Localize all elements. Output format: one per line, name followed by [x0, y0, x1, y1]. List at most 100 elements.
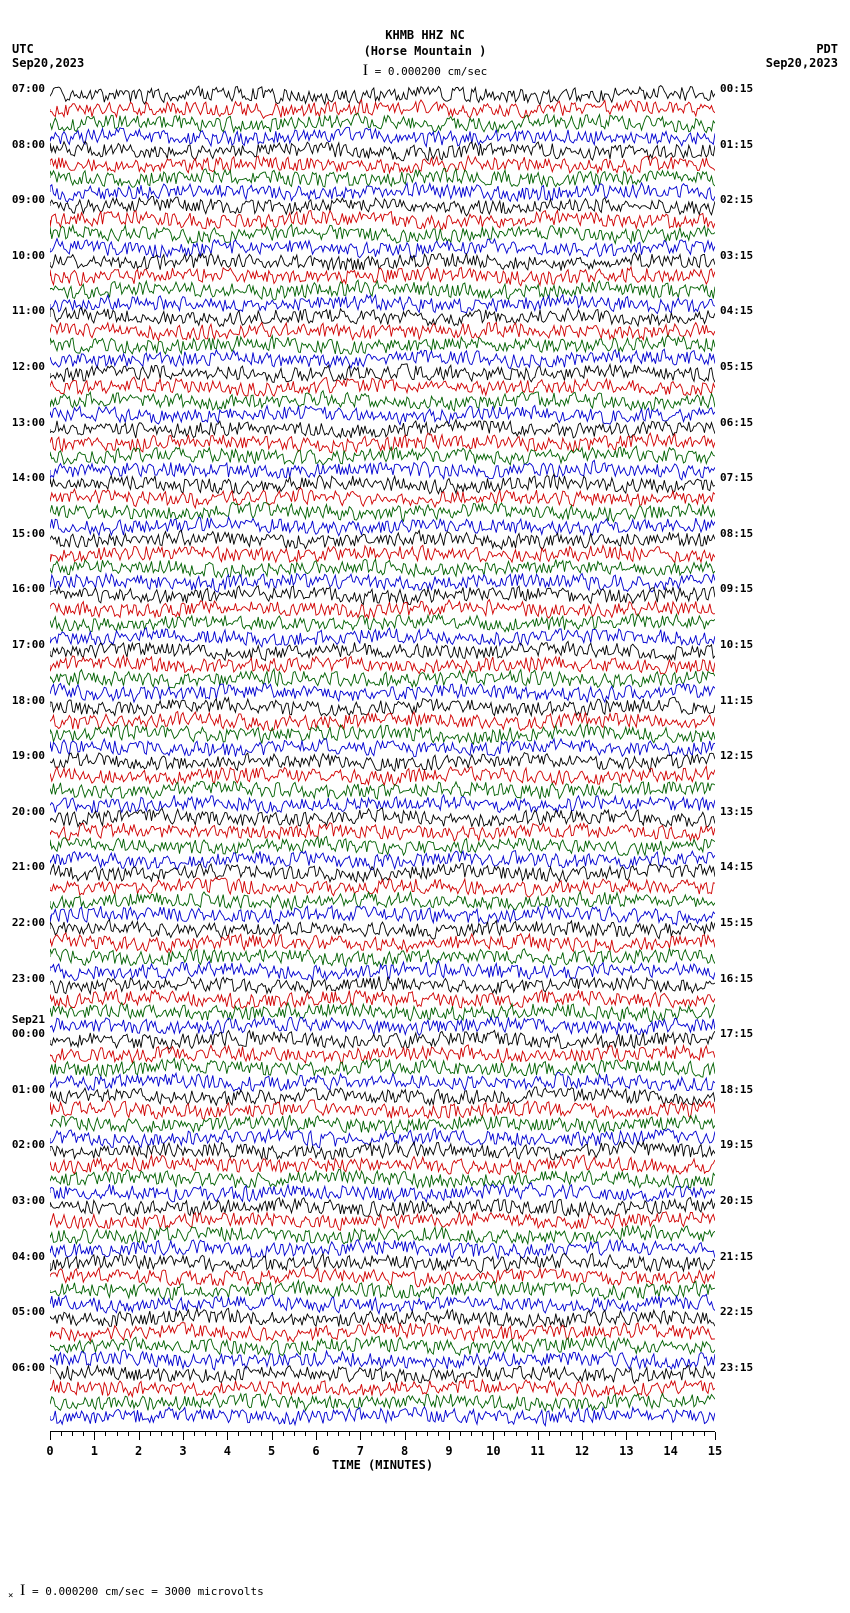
x-tick-label: 6	[306, 1444, 326, 1458]
x-tick-label: 11	[528, 1444, 548, 1458]
x-axis: TIME (MINUTES) 0123456789101112131415	[50, 1430, 715, 1470]
x-tick	[538, 1432, 539, 1440]
timezone-right: PDT	[816, 42, 838, 56]
utc-time-label: 12:00	[5, 360, 45, 373]
x-minor-tick	[338, 1432, 339, 1436]
x-tick	[715, 1432, 716, 1440]
utc-time-label: 13:00	[5, 416, 45, 429]
pdt-time-label: 18:15	[720, 1083, 770, 1096]
x-tick-label: 1	[84, 1444, 104, 1458]
x-minor-tick	[371, 1432, 372, 1436]
x-minor-tick	[238, 1432, 239, 1436]
utc-time-label: 03:00	[5, 1194, 45, 1207]
x-minor-tick	[72, 1432, 73, 1436]
x-minor-tick	[61, 1432, 62, 1436]
x-tick	[227, 1432, 228, 1440]
x-tick	[582, 1432, 583, 1440]
x-minor-tick	[383, 1432, 384, 1436]
x-minor-tick	[438, 1432, 439, 1436]
pdt-time-label: 14:15	[720, 860, 770, 873]
x-axis-title: TIME (MINUTES)	[50, 1458, 715, 1472]
trace-row	[50, 1409, 715, 1423]
x-minor-tick	[482, 1432, 483, 1436]
x-tick-label: 12	[572, 1444, 592, 1458]
x-tick-label: 10	[483, 1444, 503, 1458]
timezone-left: UTC	[12, 42, 34, 56]
station-code: KHMB HHZ NC	[0, 28, 850, 42]
utc-time-label: 01:00	[5, 1083, 45, 1096]
day-change-label: Sep21	[5, 1013, 45, 1026]
pdt-time-label: 23:15	[720, 1361, 770, 1374]
x-tick	[405, 1432, 406, 1440]
x-tick	[139, 1432, 140, 1440]
pdt-time-label: 09:15	[720, 582, 770, 595]
pdt-time-label: 03:15	[720, 249, 770, 262]
pdt-time-label: 04:15	[720, 304, 770, 317]
x-tick-label: 2	[129, 1444, 149, 1458]
x-minor-tick	[527, 1432, 528, 1436]
pdt-time-label: 16:15	[720, 972, 770, 985]
x-tick-label: 14	[661, 1444, 681, 1458]
utc-time-label: 21:00	[5, 860, 45, 873]
station-location: (Horse Mountain )	[0, 44, 850, 58]
x-tick-label: 13	[616, 1444, 636, 1458]
pdt-time-label: 02:15	[720, 193, 770, 206]
utc-time-label: 20:00	[5, 805, 45, 818]
pdt-time-label: 11:15	[720, 694, 770, 707]
utc-time-label: 04:00	[5, 1250, 45, 1263]
footer-text: = 0.000200 cm/sec = 3000 microvolts	[32, 1585, 264, 1598]
x-minor-tick	[504, 1432, 505, 1436]
utc-time-label: 18:00	[5, 694, 45, 707]
x-tick	[493, 1432, 494, 1440]
x-tick	[671, 1432, 672, 1440]
x-minor-tick	[416, 1432, 417, 1436]
utc-time-label: 06:00	[5, 1361, 45, 1374]
x-minor-tick	[682, 1432, 683, 1436]
x-minor-tick	[117, 1432, 118, 1436]
utc-time-label: 15:00	[5, 527, 45, 540]
x-minor-tick	[460, 1432, 461, 1436]
date-right: Sep20,2023	[766, 56, 838, 70]
x-tick	[360, 1432, 361, 1440]
x-tick	[183, 1432, 184, 1440]
pdt-time-label: 19:15	[720, 1138, 770, 1151]
pdt-time-label: 00:15	[720, 82, 770, 95]
x-tick-label: 15	[705, 1444, 725, 1458]
x-tick	[449, 1432, 450, 1440]
x-minor-tick	[261, 1432, 262, 1436]
x-minor-tick	[283, 1432, 284, 1436]
x-minor-tick	[305, 1432, 306, 1436]
utc-time-label: 07:00	[5, 82, 45, 95]
x-minor-tick	[427, 1432, 428, 1436]
x-tick-label: 4	[217, 1444, 237, 1458]
x-minor-tick	[150, 1432, 151, 1436]
utc-time-label: 09:00	[5, 193, 45, 206]
pdt-time-label: 17:15	[720, 1027, 770, 1040]
utc-time-label: 02:00	[5, 1138, 45, 1151]
x-minor-tick	[604, 1432, 605, 1436]
x-minor-tick	[349, 1432, 350, 1436]
x-tick-label: 5	[262, 1444, 282, 1458]
x-minor-tick	[637, 1432, 638, 1436]
x-minor-tick	[205, 1432, 206, 1436]
pdt-time-label: 08:15	[720, 527, 770, 540]
x-minor-tick	[216, 1432, 217, 1436]
x-minor-tick	[105, 1432, 106, 1436]
pdt-time-label: 12:15	[720, 749, 770, 762]
scale-text: = 0.000200 cm/sec	[375, 65, 488, 78]
utc-time-label: 14:00	[5, 471, 45, 484]
pdt-time-label: 05:15	[720, 360, 770, 373]
x-tick-label: 3	[173, 1444, 193, 1458]
x-tick	[316, 1432, 317, 1440]
utc-time-label: 16:00	[5, 582, 45, 595]
x-minor-tick	[161, 1432, 162, 1436]
utc-time-label: 05:00	[5, 1305, 45, 1318]
x-minor-tick	[693, 1432, 694, 1436]
pdt-time-label: 15:15	[720, 916, 770, 929]
pdt-time-label: 01:15	[720, 138, 770, 151]
scale-reference: I = 0.000200 cm/sec	[0, 62, 850, 80]
x-minor-tick	[660, 1432, 661, 1436]
x-minor-tick	[83, 1432, 84, 1436]
pdt-time-label: 13:15	[720, 805, 770, 818]
pdt-time-label: 07:15	[720, 471, 770, 484]
